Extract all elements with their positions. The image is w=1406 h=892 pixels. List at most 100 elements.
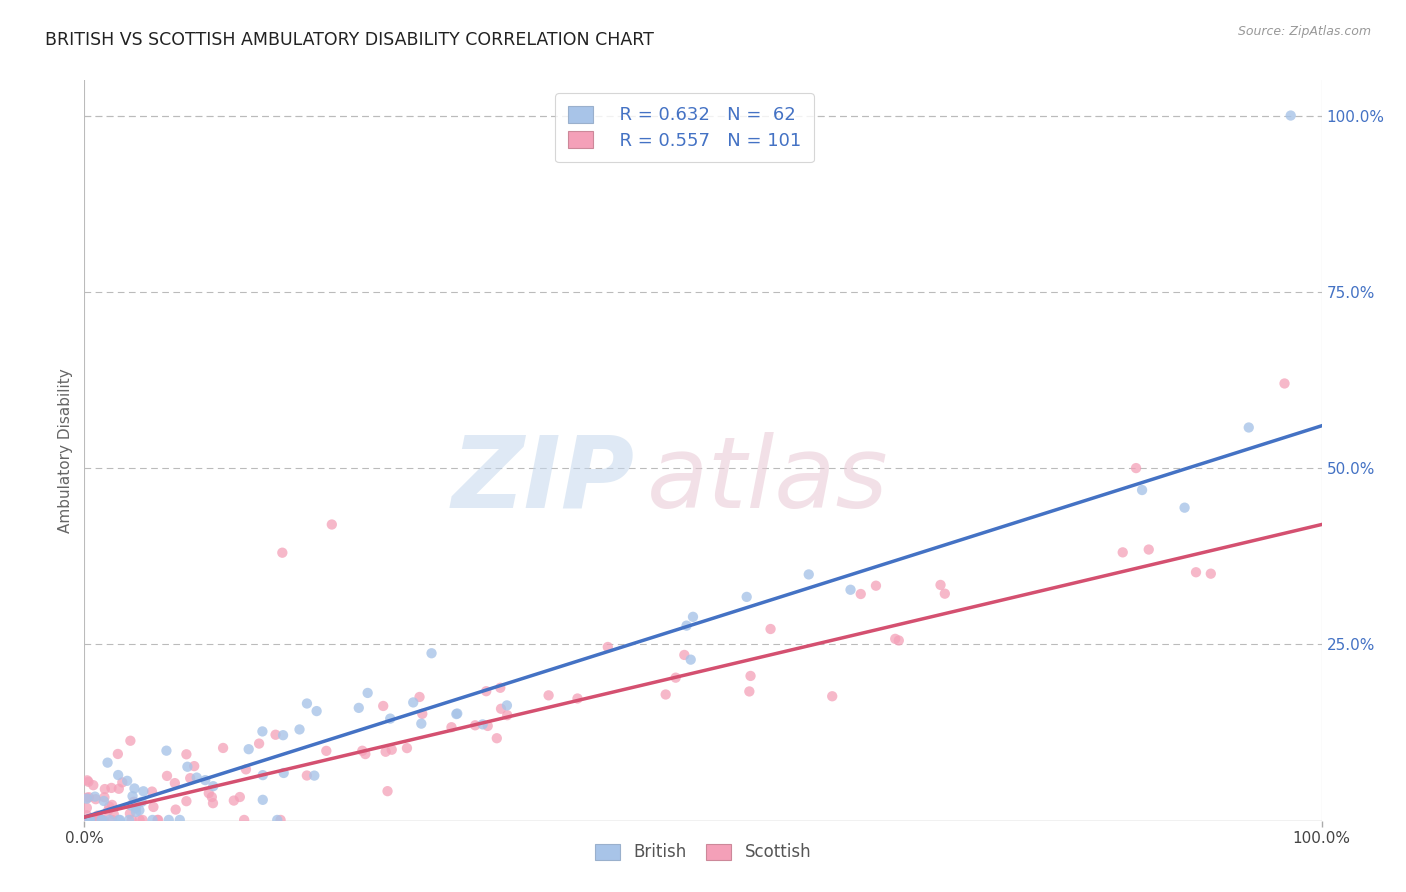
Point bbox=[100, 780, 122, 795]
Point bbox=[120, 798, 142, 813]
Point bbox=[176, 760, 198, 774]
Point bbox=[155, 744, 177, 758]
Point bbox=[295, 697, 318, 711]
Point bbox=[84, 813, 107, 827]
Point bbox=[79, 813, 101, 827]
Point bbox=[157, 813, 180, 827]
Point bbox=[212, 741, 235, 756]
Point bbox=[229, 790, 252, 805]
Point bbox=[108, 813, 131, 827]
Point bbox=[356, 686, 378, 700]
Point bbox=[271, 728, 294, 742]
Point bbox=[91, 813, 114, 827]
Point bbox=[76, 791, 98, 805]
Point bbox=[76, 813, 98, 827]
Point bbox=[797, 567, 820, 582]
Text: BRITISH VS SCOTTISH AMBULATORY DISABILITY CORRELATION CHART: BRITISH VS SCOTTISH AMBULATORY DISABILIT… bbox=[45, 31, 654, 49]
Point bbox=[128, 803, 150, 817]
Point bbox=[142, 800, 165, 814]
Point bbox=[1112, 545, 1135, 559]
Point bbox=[252, 793, 274, 807]
Point bbox=[107, 747, 129, 761]
Point bbox=[381, 742, 404, 756]
Point bbox=[1274, 376, 1296, 391]
Point bbox=[90, 813, 112, 827]
Point bbox=[107, 768, 129, 782]
Point bbox=[395, 741, 418, 756]
Point bbox=[315, 744, 337, 758]
Point bbox=[202, 779, 225, 793]
Point bbox=[179, 771, 201, 785]
Point bbox=[131, 795, 153, 809]
Point bbox=[934, 587, 956, 601]
Point bbox=[821, 690, 844, 704]
Point bbox=[186, 771, 208, 785]
Point bbox=[146, 813, 169, 827]
Point bbox=[94, 782, 117, 797]
Point bbox=[76, 808, 98, 822]
Point bbox=[183, 759, 205, 773]
Point bbox=[288, 723, 311, 737]
Point bbox=[679, 653, 702, 667]
Point bbox=[121, 813, 143, 827]
Point bbox=[304, 769, 326, 783]
Point bbox=[440, 720, 463, 734]
Point bbox=[849, 587, 872, 601]
Point bbox=[252, 768, 274, 782]
Point bbox=[84, 813, 107, 827]
Point bbox=[485, 731, 508, 746]
Point bbox=[354, 747, 377, 761]
Point bbox=[374, 745, 396, 759]
Point bbox=[201, 790, 224, 805]
Point bbox=[759, 622, 782, 636]
Point bbox=[84, 792, 107, 806]
Point bbox=[76, 813, 98, 827]
Point bbox=[79, 813, 101, 827]
Point bbox=[738, 684, 761, 698]
Point bbox=[90, 813, 112, 827]
Point bbox=[84, 789, 107, 804]
Point bbox=[86, 813, 108, 827]
Point bbox=[76, 813, 98, 827]
Point bbox=[77, 790, 100, 805]
Point bbox=[347, 701, 370, 715]
Point bbox=[273, 766, 295, 780]
Point bbox=[83, 813, 105, 827]
Point bbox=[235, 763, 257, 777]
Point bbox=[567, 691, 589, 706]
Point bbox=[464, 718, 486, 732]
Point bbox=[238, 742, 260, 756]
Point bbox=[76, 773, 98, 788]
Point bbox=[125, 801, 148, 815]
Point bbox=[169, 813, 191, 827]
Point bbox=[252, 724, 274, 739]
Point bbox=[408, 690, 430, 704]
Point bbox=[108, 813, 131, 827]
Point bbox=[884, 632, 907, 646]
Point bbox=[79, 813, 101, 827]
Point bbox=[132, 784, 155, 798]
Point bbox=[373, 698, 395, 713]
Point bbox=[111, 775, 134, 789]
Point bbox=[321, 517, 343, 532]
Point bbox=[82, 813, 104, 827]
Point bbox=[141, 784, 163, 798]
Point bbox=[201, 796, 224, 810]
Point bbox=[496, 708, 519, 723]
Point bbox=[124, 781, 146, 796]
Point bbox=[98, 799, 121, 814]
Point bbox=[233, 813, 256, 827]
Legend: British, Scottish: British, Scottish bbox=[588, 837, 818, 868]
Point bbox=[839, 582, 862, 597]
Point bbox=[118, 813, 141, 827]
Point bbox=[1137, 542, 1160, 557]
Point bbox=[128, 813, 150, 827]
Point bbox=[735, 590, 758, 604]
Point bbox=[887, 633, 910, 648]
Point bbox=[489, 702, 512, 716]
Point bbox=[86, 808, 108, 822]
Point bbox=[76, 790, 98, 805]
Point bbox=[380, 712, 402, 726]
Point bbox=[121, 789, 143, 804]
Point bbox=[1279, 109, 1302, 123]
